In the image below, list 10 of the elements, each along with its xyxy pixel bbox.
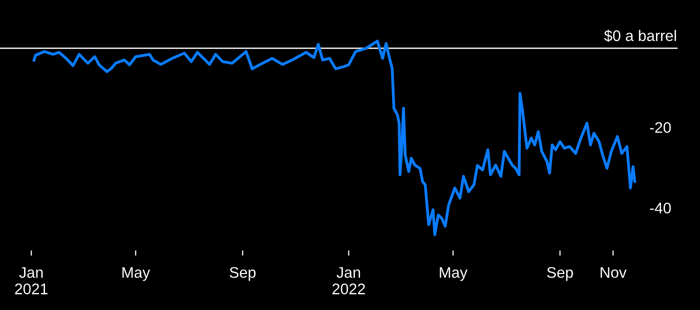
x-tick-label: Sep	[547, 267, 573, 281]
x-tick-label: Jan 2022	[332, 267, 365, 294]
x-tick-label: May	[122, 267, 150, 281]
y-tick-label: -40	[650, 202, 671, 214]
x-tick-label: May	[440, 267, 468, 281]
x-tick-label: Sep	[230, 267, 256, 281]
ref-line-label: $0 a barrel	[604, 30, 676, 42]
y-tick-label: -20	[650, 122, 671, 133]
x-tick-label: Jan 2021	[15, 267, 48, 294]
x-tick-label: Nov	[600, 267, 627, 278]
